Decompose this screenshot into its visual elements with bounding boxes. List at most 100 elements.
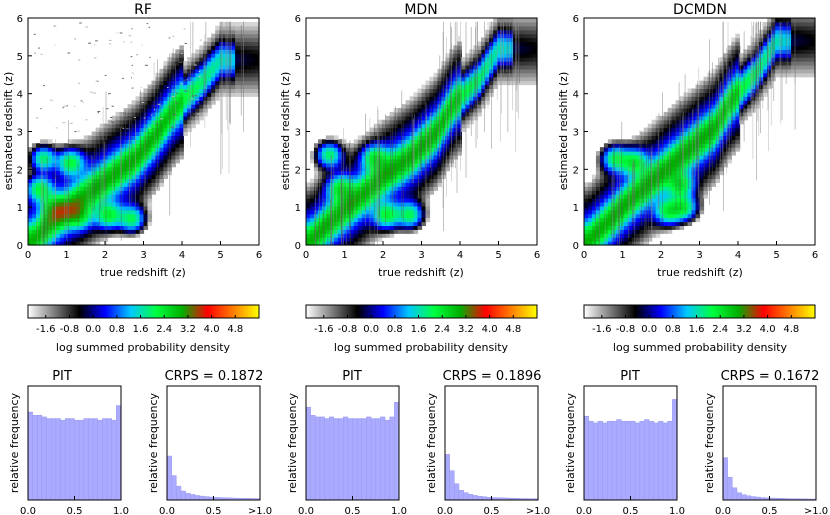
heatmap-cell	[687, 96, 693, 101]
heatmap-cell	[95, 127, 101, 133]
heatmap-cell	[429, 135, 435, 140]
heatmap-cell	[731, 84, 736, 90]
heatmap-cell	[393, 225, 399, 230]
heatmap-cell	[607, 143, 613, 148]
heatmap-cell	[313, 194, 319, 199]
heatmap-cell	[767, 45, 772, 50]
heatmap-cell	[353, 237, 359, 242]
heatmap-cell	[143, 147, 149, 152]
heatmap-cell	[723, 92, 728, 97]
heatmap-cell	[457, 123, 462, 129]
heatmap-cell	[675, 178, 681, 183]
heatmap-cell	[309, 229, 315, 234]
heatmap-cell	[584, 237, 589, 242]
heatmap-cell	[445, 147, 450, 152]
heatmap-cell	[631, 154, 637, 160]
heatmap-cell	[679, 174, 685, 180]
heatmap-cell	[365, 209, 371, 215]
heatmap-cell	[715, 131, 721, 137]
heatmap-cell	[207, 80, 212, 86]
heatmap-cell	[243, 68, 248, 74]
noise-dot	[136, 54, 138, 56]
heatmap-cell	[211, 92, 216, 97]
heatmap-cell	[441, 64, 446, 70]
heatmap-cell	[247, 37, 252, 43]
heatmap-cell	[59, 241, 65, 246]
heatmap-cell	[735, 72, 740, 78]
noise-dot	[108, 93, 111, 95]
noise-dot	[191, 98, 194, 100]
heatmap-cell	[795, 64, 800, 70]
heatmap-cell	[313, 237, 319, 242]
heatmap-cell	[731, 80, 736, 86]
heatmap-cell	[453, 115, 458, 121]
heatmap-cell	[373, 237, 379, 242]
heatmap-cell	[83, 154, 89, 160]
heatmap-cell	[31, 225, 37, 230]
heatmap-cell	[429, 84, 435, 90]
heatmap-cell	[591, 229, 597, 234]
heatmap-cell	[317, 225, 323, 230]
heatmap-cell	[28, 198, 33, 203]
heatmap-cell	[211, 33, 216, 39]
heatmap-cell	[243, 72, 248, 78]
heatmap-cell	[767, 53, 772, 58]
heatmap-cell	[795, 45, 800, 50]
heatmap-cell	[413, 92, 419, 97]
heatmap-cell	[643, 131, 649, 137]
x-tick-label: 6	[256, 250, 262, 261]
heatmap-cell	[199, 72, 204, 78]
heatmap-cell	[255, 92, 260, 97]
heatmap-cell	[401, 174, 407, 180]
heatmap-cell	[255, 21, 260, 27]
heatmap-cell	[497, 53, 502, 58]
heatmap-cell	[147, 190, 153, 195]
heatmap-cell	[595, 225, 601, 230]
heatmap-cell	[139, 147, 145, 152]
heatmap-cell	[599, 151, 605, 156]
heatmap-cell	[115, 154, 121, 160]
noise-dot	[79, 22, 82, 24]
heatmap-cell	[247, 68, 252, 74]
heatmap-cell	[461, 61, 466, 66]
heatmap-cell	[306, 217, 311, 223]
heatmap-cell	[79, 174, 85, 180]
heatmap-cell	[119, 229, 125, 234]
heatmap-cell	[461, 92, 466, 97]
heatmap-cell	[727, 57, 732, 62]
heatmap-cell	[211, 37, 216, 43]
heatmap-cell	[159, 178, 165, 183]
heatmap-cell	[47, 190, 53, 195]
heatmap-cell	[317, 205, 323, 211]
heatmap-cell	[803, 72, 808, 78]
heatmap-cell	[623, 241, 629, 246]
heatmap-cell	[313, 143, 319, 148]
heatmap-cell	[687, 111, 693, 117]
heatmap-cell	[361, 233, 367, 238]
heatmap-cell	[235, 72, 240, 78]
heatmap-cell	[413, 104, 419, 109]
heatmap-cell	[453, 76, 458, 82]
heatmap-cell	[385, 205, 391, 211]
heatmap-cell	[763, 80, 768, 86]
heatmap-cell	[317, 241, 323, 246]
heatmap-cell	[747, 100, 752, 105]
heatmap-cell	[345, 221, 351, 227]
noise-dot	[62, 122, 66, 124]
heatmap-cell	[111, 205, 117, 211]
heatmap-cell	[735, 96, 740, 101]
heatmap-cell	[429, 76, 435, 82]
heatmap-cell	[107, 190, 113, 195]
heatmap-cell	[787, 64, 792, 70]
heatmap-cell	[723, 108, 728, 113]
heatmap-cell	[691, 104, 697, 109]
heatmap-cell	[131, 209, 137, 215]
heatmap-cell	[683, 205, 689, 211]
heatmap-cell	[255, 45, 260, 50]
heatmap-cell	[115, 119, 121, 125]
heatmap-cell	[425, 84, 431, 90]
heatmap-cell	[433, 119, 439, 125]
heatmap-cell	[623, 158, 629, 164]
heatmap-cell	[615, 143, 621, 148]
heatmap-cell	[147, 115, 153, 121]
